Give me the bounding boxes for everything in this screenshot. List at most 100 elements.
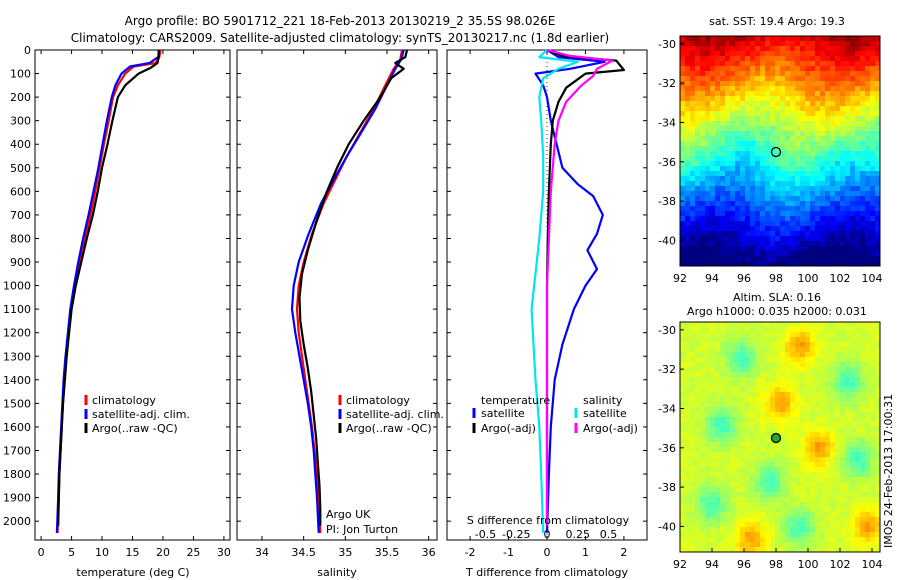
map-cell — [715, 141, 721, 147]
map-cell — [815, 372, 821, 378]
map-cell — [810, 226, 816, 232]
map-cell — [805, 367, 811, 373]
map-cell — [745, 412, 751, 418]
map-cell — [735, 457, 741, 463]
map-cell — [830, 332, 836, 338]
map-cell — [755, 337, 761, 343]
map-cell — [700, 206, 706, 212]
map-cell — [775, 342, 781, 348]
map-cell — [840, 342, 846, 348]
map-cell — [790, 497, 796, 503]
map-cell — [710, 141, 716, 147]
map-cell — [795, 547, 801, 553]
map-cell — [750, 387, 756, 393]
map-cell — [715, 121, 721, 127]
map-cell — [825, 482, 831, 488]
map-x-tick-label: 92 — [673, 272, 687, 285]
map-cell — [685, 407, 691, 413]
map-cell — [770, 76, 776, 82]
map-cell — [785, 196, 791, 202]
map-cell — [705, 226, 711, 232]
map-cell — [760, 151, 766, 157]
map-cell — [815, 236, 821, 242]
map-cell — [680, 186, 686, 192]
map-cell — [700, 372, 706, 378]
map-cell — [840, 196, 846, 202]
map-cell — [820, 442, 826, 448]
map-cell — [840, 412, 846, 418]
map-cell — [800, 487, 806, 493]
map-cell — [850, 156, 856, 162]
map-cell — [725, 56, 731, 62]
map-cell — [770, 191, 776, 197]
map-cell — [765, 196, 771, 202]
map-cell — [695, 66, 701, 72]
map-cell — [870, 502, 876, 508]
map-cell — [755, 447, 761, 453]
map-cell — [850, 447, 856, 453]
map-cell — [735, 206, 741, 212]
map-cell — [745, 201, 751, 207]
map-cell — [700, 231, 706, 237]
map-cell — [700, 121, 706, 127]
map-cell — [835, 221, 841, 227]
map-cell — [765, 106, 771, 112]
map-cell — [735, 367, 741, 373]
map-cell — [810, 76, 816, 82]
map-cell — [875, 512, 881, 518]
map-cell — [765, 337, 771, 343]
y-tick-label: 1600 — [3, 421, 31, 434]
map-cell — [685, 507, 691, 513]
map-cell — [815, 352, 821, 358]
map-cell — [690, 427, 696, 433]
map-cell — [780, 487, 786, 493]
map-cell — [740, 211, 746, 217]
map-cell — [700, 442, 706, 448]
map-cell — [845, 502, 851, 508]
map-cell — [700, 362, 706, 368]
map-cell — [760, 141, 766, 147]
map-cell — [760, 156, 766, 162]
map-cell — [800, 347, 806, 353]
map-cell — [815, 166, 821, 172]
map-cell — [855, 452, 861, 458]
map-cell — [855, 36, 861, 42]
map-cell — [740, 61, 746, 67]
map-cell — [745, 36, 751, 42]
map-cell — [865, 392, 871, 398]
map-cell — [825, 542, 831, 548]
map-cell — [810, 246, 816, 252]
map-cell — [700, 241, 706, 247]
map-cell — [815, 56, 821, 62]
map-cell — [805, 51, 811, 57]
map-cell — [710, 472, 716, 478]
map-cell — [720, 412, 726, 418]
map-cell — [685, 362, 691, 368]
map-cell — [720, 502, 726, 508]
map-cell — [710, 41, 716, 47]
map-cell — [835, 482, 841, 488]
map-cell — [775, 402, 781, 408]
map-cell — [860, 442, 866, 448]
map-cell — [805, 61, 811, 67]
map-cell — [805, 46, 811, 52]
map-cell — [820, 387, 826, 393]
map-cell — [850, 141, 856, 147]
map-cell — [695, 141, 701, 147]
map-cell — [720, 372, 726, 378]
map-cell — [695, 146, 701, 152]
map-cell — [775, 116, 781, 122]
map-cell — [685, 86, 691, 92]
map-cell — [725, 527, 731, 533]
map-cell — [710, 96, 716, 102]
map-cell — [745, 332, 751, 338]
map-cell — [790, 91, 796, 97]
map-cell — [800, 462, 806, 468]
map-cell — [715, 91, 721, 97]
map-cell — [830, 322, 836, 328]
map-cell — [785, 251, 791, 257]
map-cell — [710, 196, 716, 202]
map-cell — [685, 392, 691, 398]
map-cell — [790, 36, 796, 42]
map-cell — [800, 427, 806, 433]
